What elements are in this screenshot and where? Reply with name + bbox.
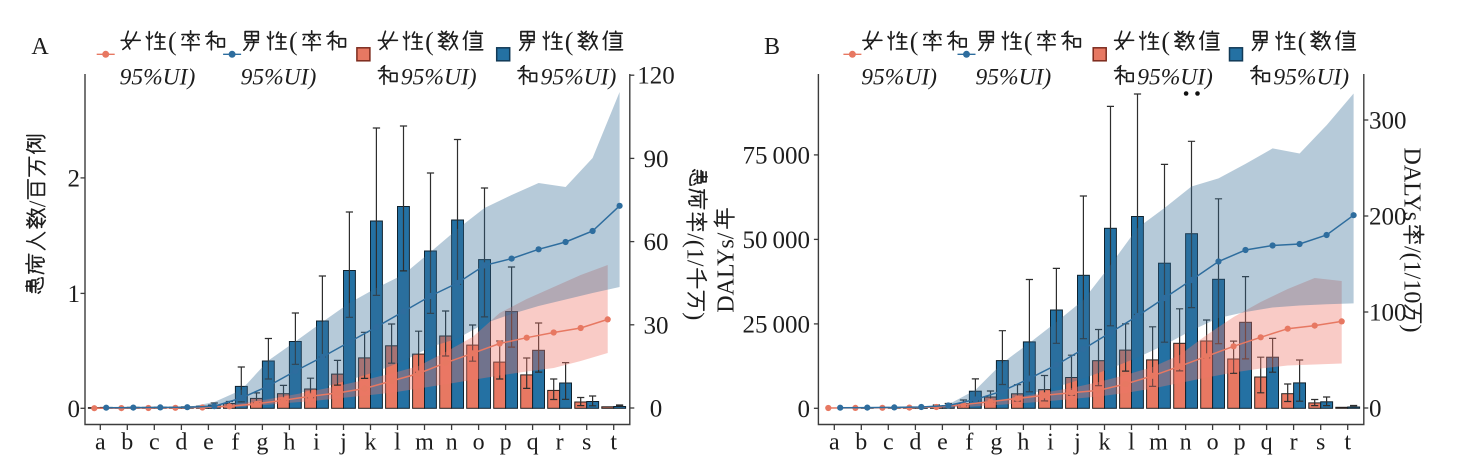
svg-text:A: A: [31, 34, 49, 60]
svg-text:95%UI): 95%UI): [241, 65, 317, 91]
svg-text:f: f: [231, 430, 239, 456]
svg-text:r: r: [1290, 430, 1298, 456]
svg-text:g: g: [990, 430, 1002, 456]
svg-text:95%UI): 95%UI): [861, 65, 937, 91]
svg-text:d: d: [909, 430, 921, 456]
svg-text:r: r: [556, 430, 564, 456]
svg-text:95%UI): 95%UI): [120, 65, 196, 91]
svg-text:l: l: [1128, 430, 1135, 456]
svg-text:e: e: [937, 430, 948, 456]
svg-text:g: g: [256, 430, 268, 456]
svg-text:p: p: [500, 430, 512, 456]
svg-text:30: 30: [644, 312, 669, 339]
svg-text:h: h: [1017, 430, 1029, 456]
svg-text:60: 60: [644, 229, 669, 256]
svg-text:j: j: [339, 430, 347, 456]
svg-text:(: (: [425, 27, 434, 56]
svg-text:s: s: [582, 430, 591, 456]
svg-text:i: i: [313, 430, 320, 456]
svg-text:120: 120: [637, 63, 675, 90]
svg-text:0: 0: [798, 396, 811, 423]
svg-text:0: 0: [1369, 396, 1382, 423]
svg-text:DALYs: DALYs: [1399, 148, 1425, 222]
svg-text:p: p: [1234, 430, 1246, 456]
svg-text:): ): [682, 312, 708, 320]
svg-text:o: o: [1207, 430, 1219, 456]
svg-text:k: k: [365, 430, 377, 456]
svg-text:d: d: [175, 430, 187, 456]
svg-text:25 000: 25 000: [742, 311, 810, 338]
svg-text:l: l: [394, 430, 401, 456]
svg-text:k: k: [1099, 430, 1111, 456]
svg-text:s: s: [1316, 430, 1325, 456]
svg-text:h: h: [283, 430, 295, 456]
svg-text:b: b: [855, 430, 867, 456]
svg-text:95%UI): 95%UI): [976, 65, 1052, 91]
svg-text:(: (: [1024, 27, 1033, 56]
svg-text:n: n: [1180, 430, 1192, 456]
svg-text:(: (: [1161, 27, 1170, 56]
svg-text:95%UI): 95%UI): [1273, 65, 1349, 91]
svg-text:(: (: [565, 27, 574, 56]
svg-text:50 000: 50 000: [742, 227, 810, 254]
svg-text:0: 0: [650, 396, 663, 423]
svg-text:j: j: [1073, 430, 1081, 456]
svg-text:e: e: [203, 430, 214, 456]
svg-text:90: 90: [644, 146, 669, 173]
svg-text:95%UI): 95%UI): [401, 65, 477, 91]
svg-text:100: 100: [1369, 300, 1407, 327]
svg-text:/(1/: /(1/: [682, 233, 708, 267]
svg-text:a: a: [95, 430, 106, 456]
svg-text:2: 2: [68, 165, 81, 192]
svg-text:c: c: [883, 430, 894, 456]
svg-text:200: 200: [1369, 204, 1407, 231]
svg-text:a: a: [829, 430, 840, 456]
svg-text:/: /: [26, 200, 52, 207]
svg-text:t: t: [610, 430, 617, 456]
svg-text:/(1/10: /(1/10: [1399, 246, 1425, 303]
svg-text:(: (: [1298, 27, 1307, 56]
svg-text:(: (: [168, 27, 177, 56]
svg-text:95%UI): 95%UI): [1137, 65, 1213, 91]
svg-text:q: q: [1261, 430, 1273, 456]
svg-text:i: i: [1047, 430, 1054, 456]
svg-text:(: (: [910, 27, 919, 56]
svg-text:b: b: [121, 430, 133, 456]
svg-text:o: o: [473, 430, 485, 456]
svg-text:75 000: 75 000: [742, 142, 810, 169]
svg-text:1: 1: [68, 281, 81, 308]
svg-text:(: (: [289, 27, 298, 56]
svg-text:0: 0: [68, 396, 81, 423]
svg-text:95%UI): 95%UI): [541, 65, 617, 91]
svg-text:): ): [1399, 325, 1425, 333]
svg-text:c: c: [149, 430, 160, 456]
svg-text:t: t: [1344, 430, 1351, 456]
svg-text:m: m: [1149, 430, 1168, 456]
svg-text:B: B: [764, 34, 780, 60]
svg-text:f: f: [965, 430, 973, 456]
svg-text:m: m: [415, 430, 434, 456]
svg-text:300: 300: [1369, 108, 1407, 135]
svg-text:n: n: [446, 430, 458, 456]
svg-text:q: q: [527, 430, 539, 456]
svg-text:DALYs/: DALYs/: [714, 232, 740, 313]
